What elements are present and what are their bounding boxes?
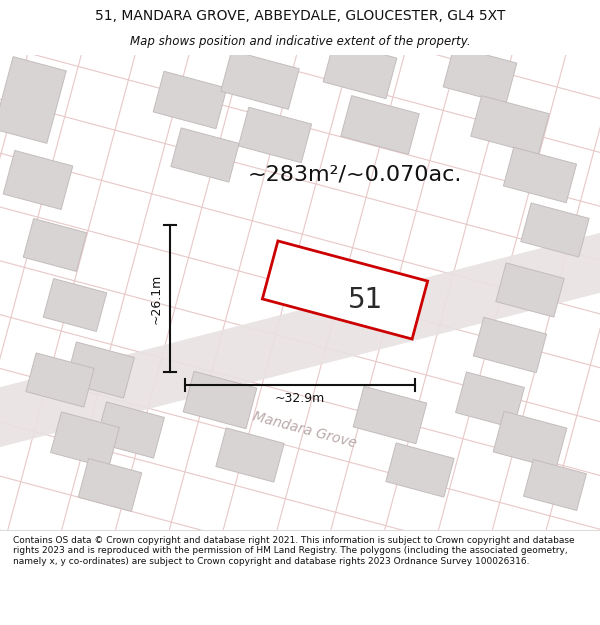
Polygon shape: [262, 241, 428, 339]
Polygon shape: [386, 443, 454, 497]
Polygon shape: [471, 96, 549, 154]
Text: ~283m²/~0.070ac.: ~283m²/~0.070ac.: [248, 165, 462, 185]
Polygon shape: [26, 353, 94, 407]
Polygon shape: [238, 107, 311, 162]
Text: Contains OS data © Crown copyright and database right 2021. This information is : Contains OS data © Crown copyright and d…: [13, 536, 575, 566]
Polygon shape: [503, 148, 577, 202]
Text: 51, MANDARA GROVE, ABBEYDALE, GLOUCESTER, GL4 5XT: 51, MANDARA GROVE, ABBEYDALE, GLOUCESTER…: [95, 9, 505, 24]
Polygon shape: [323, 41, 397, 99]
Text: Mandara Grove: Mandara Grove: [251, 409, 358, 451]
Text: ~32.9m: ~32.9m: [275, 392, 325, 406]
Polygon shape: [95, 402, 164, 458]
Polygon shape: [153, 71, 227, 129]
Polygon shape: [473, 318, 547, 372]
Polygon shape: [65, 342, 134, 398]
Polygon shape: [521, 203, 589, 257]
Polygon shape: [341, 96, 419, 154]
Polygon shape: [524, 459, 586, 511]
Polygon shape: [221, 51, 299, 109]
Polygon shape: [50, 412, 119, 468]
Polygon shape: [23, 219, 87, 271]
Polygon shape: [43, 279, 107, 331]
Polygon shape: [455, 372, 524, 428]
Text: Map shows position and indicative extent of the property.: Map shows position and indicative extent…: [130, 35, 470, 48]
Polygon shape: [0, 57, 66, 143]
Text: 51: 51: [347, 286, 383, 314]
Polygon shape: [171, 128, 239, 182]
Polygon shape: [0, 220, 600, 460]
Polygon shape: [3, 151, 73, 209]
Polygon shape: [78, 459, 142, 511]
Polygon shape: [353, 386, 427, 444]
Polygon shape: [496, 263, 564, 317]
Polygon shape: [443, 46, 517, 104]
Polygon shape: [216, 428, 284, 482]
Polygon shape: [493, 411, 567, 469]
Polygon shape: [183, 371, 257, 429]
Text: ~26.1m: ~26.1m: [149, 273, 163, 324]
